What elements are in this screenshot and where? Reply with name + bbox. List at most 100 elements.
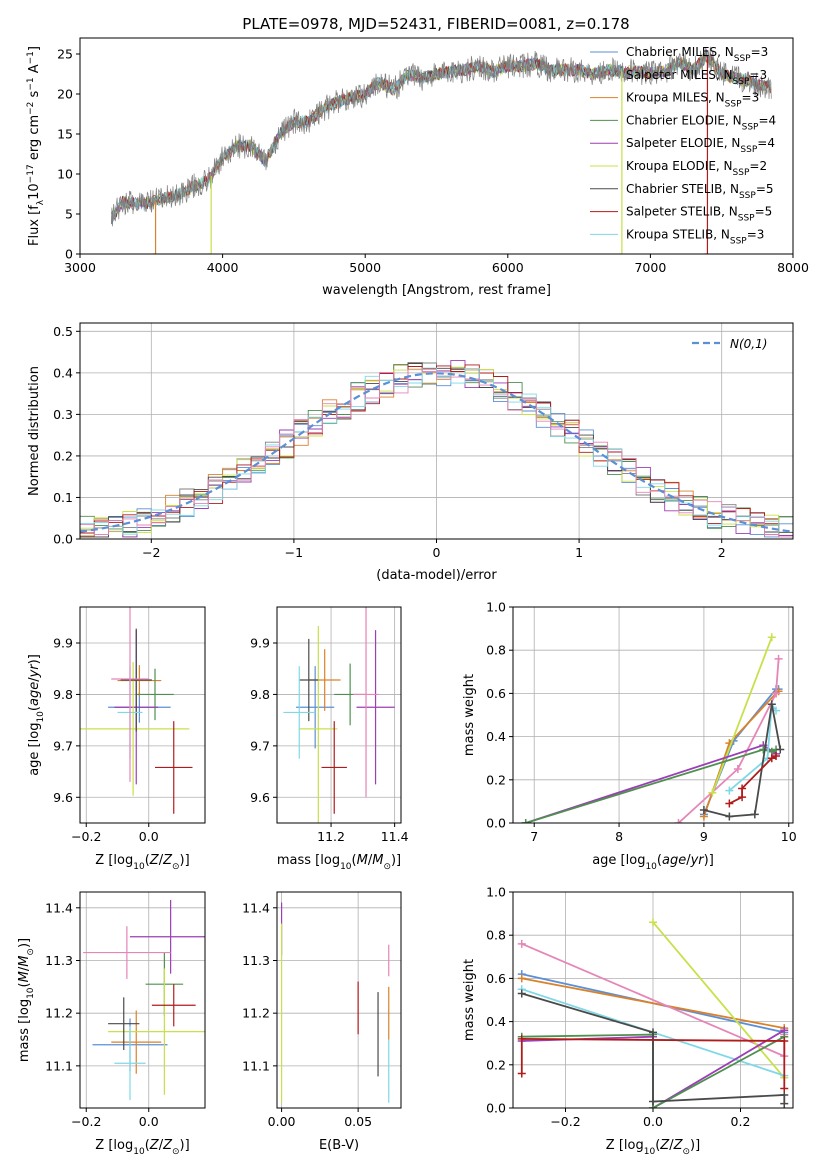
label-part: ⊙ xyxy=(172,862,180,872)
weight-marker xyxy=(699,806,708,815)
label-part: )] xyxy=(704,853,714,868)
legend-entry: Chabrier MILES, NSSP=3 xyxy=(626,45,768,64)
label-part: age xyxy=(662,853,686,868)
label-part: Z xyxy=(659,1138,670,1153)
y-tick-label: 9.8 xyxy=(53,687,73,702)
y-tick-label: 0.3 xyxy=(53,407,73,422)
legend-entry: N(0,1) xyxy=(730,337,767,351)
label-part: A xyxy=(27,64,42,77)
label-part: Z xyxy=(162,853,173,868)
plot-area xyxy=(111,46,772,254)
weight-marker xyxy=(774,654,783,663)
x-tick-label: −0.2 xyxy=(71,1114,101,1129)
weight-marker xyxy=(517,1069,526,1078)
plot-area xyxy=(80,607,193,814)
label-part: log xyxy=(27,723,42,743)
x-axis-label: E(B-V) xyxy=(319,1138,359,1153)
label-part: ( xyxy=(17,982,32,987)
label-part: )] xyxy=(180,1138,190,1153)
plot-area xyxy=(283,607,395,823)
y-tick-label: 0.0 xyxy=(486,1101,506,1116)
y-tick-label: 11.2 xyxy=(45,1006,73,1021)
label-part: Salpeter MILES, N xyxy=(626,68,733,82)
y-axis-label: Flux [fλ10−17 erg cm−2 s−1 A−1] xyxy=(26,46,46,246)
x-tick-label: 0 xyxy=(433,545,441,560)
y-tick-label: 9.8 xyxy=(250,687,270,702)
label-part: Chabrier MILES, N xyxy=(626,45,734,59)
weight-marker xyxy=(738,784,747,793)
x-tick-label: 4000 xyxy=(207,260,239,275)
label-part: age [ xyxy=(27,742,42,775)
weight-marker xyxy=(708,788,717,797)
x-tick-label: 11.2 xyxy=(317,829,345,844)
y-tick-label: 11.3 xyxy=(45,953,73,968)
label-part: =3 xyxy=(749,68,767,82)
y-tick-label: 11.1 xyxy=(45,1058,73,1073)
figure-title: PLATE=0978, MJD=52431, FIBERID=0081, z=0… xyxy=(242,15,629,33)
x-tick-label: 6000 xyxy=(492,260,524,275)
x-axis-label: age [log10(age/yr)] xyxy=(592,853,714,872)
label-part: Z xyxy=(149,853,160,868)
y-tick-label: 20 xyxy=(57,87,73,102)
y-tick-label: 11.3 xyxy=(242,953,270,968)
label-part: s xyxy=(27,90,42,101)
label-part: =4 xyxy=(758,113,776,127)
label-part: −1 xyxy=(26,51,36,64)
x-tick-label: 9 xyxy=(700,829,708,844)
label-part: SSP xyxy=(734,54,751,64)
y-tick-label: 0.4 xyxy=(486,1014,506,1029)
label-part: SSP xyxy=(730,236,747,246)
label-part: 10 xyxy=(133,1147,145,1157)
weight-marker xyxy=(733,765,742,773)
axes-frame xyxy=(276,891,402,1109)
label-part: Kroupa MILES, N xyxy=(626,91,725,105)
x-tick-label: −0.2 xyxy=(550,1114,580,1129)
y-tick-label: 1.0 xyxy=(486,600,506,615)
label-part: yr xyxy=(690,853,706,868)
plot-area xyxy=(517,918,789,1108)
weight-marker xyxy=(649,918,657,927)
weight-marker xyxy=(649,1028,657,1037)
legend-entry: Salpeter ELODIE, NSSP=4 xyxy=(626,136,775,155)
label-part: )] xyxy=(180,853,190,868)
weight-marker xyxy=(776,745,785,754)
label-part: Z xyxy=(162,1138,173,1153)
label-part: / xyxy=(686,853,691,868)
label-part: M xyxy=(17,971,32,982)
weight-marker xyxy=(759,745,768,754)
y-tick-label: 0.6 xyxy=(486,686,506,701)
residual-axes: −2 −1 0 1 2 0.0 0.1 0.2 0.3 0.4 0.5 N(0,1) (data-mod… xyxy=(27,322,794,583)
y-tick-label: 1.0 xyxy=(486,885,506,900)
ebv-mass-axes: 0.00 0.05 11.1 11.2 11.3 11.4 E(B-V) xyxy=(242,891,402,1153)
label-part: ( xyxy=(655,1138,660,1153)
axes-frame xyxy=(276,606,402,824)
y-tick-label: 11.4 xyxy=(242,900,270,915)
y-axis-label: mass [log10(M/M⊙)] xyxy=(17,938,36,1062)
weight-line xyxy=(525,748,777,823)
x-tick-label: 3000 xyxy=(64,260,96,275)
label-part: 10 xyxy=(26,987,36,999)
weight-marker xyxy=(521,819,530,823)
label-part: 10 xyxy=(644,1147,656,1157)
label-part: SSP xyxy=(738,214,755,224)
label-part: / xyxy=(159,1138,164,1153)
weight-marker xyxy=(738,793,747,802)
y-axis-label: mass weight xyxy=(462,959,477,1041)
x-tick-label: 0.00 xyxy=(268,1114,296,1129)
label-part: / xyxy=(17,966,32,971)
legend-entry: Chabrier STELIB, NSSP=5 xyxy=(626,182,774,201)
y-tick-label: 9.7 xyxy=(53,738,73,753)
x-tick-label: 7 xyxy=(530,829,538,844)
y-tick-label: 5 xyxy=(65,207,73,222)
label-part: age xyxy=(27,682,42,706)
weight-marker xyxy=(517,939,526,948)
label-part: SSP xyxy=(725,100,742,110)
y-tick-label: 0.8 xyxy=(486,928,506,943)
label-part: =4 xyxy=(757,136,775,150)
y-tick-label: 0.1 xyxy=(53,490,73,505)
label-part: Z xyxy=(149,1138,160,1153)
y-tick-label: 25 xyxy=(57,47,73,62)
label-part: log xyxy=(17,999,32,1019)
x-tick-label: −0.2 xyxy=(71,829,101,844)
label-part: ⊙ xyxy=(682,1147,690,1157)
